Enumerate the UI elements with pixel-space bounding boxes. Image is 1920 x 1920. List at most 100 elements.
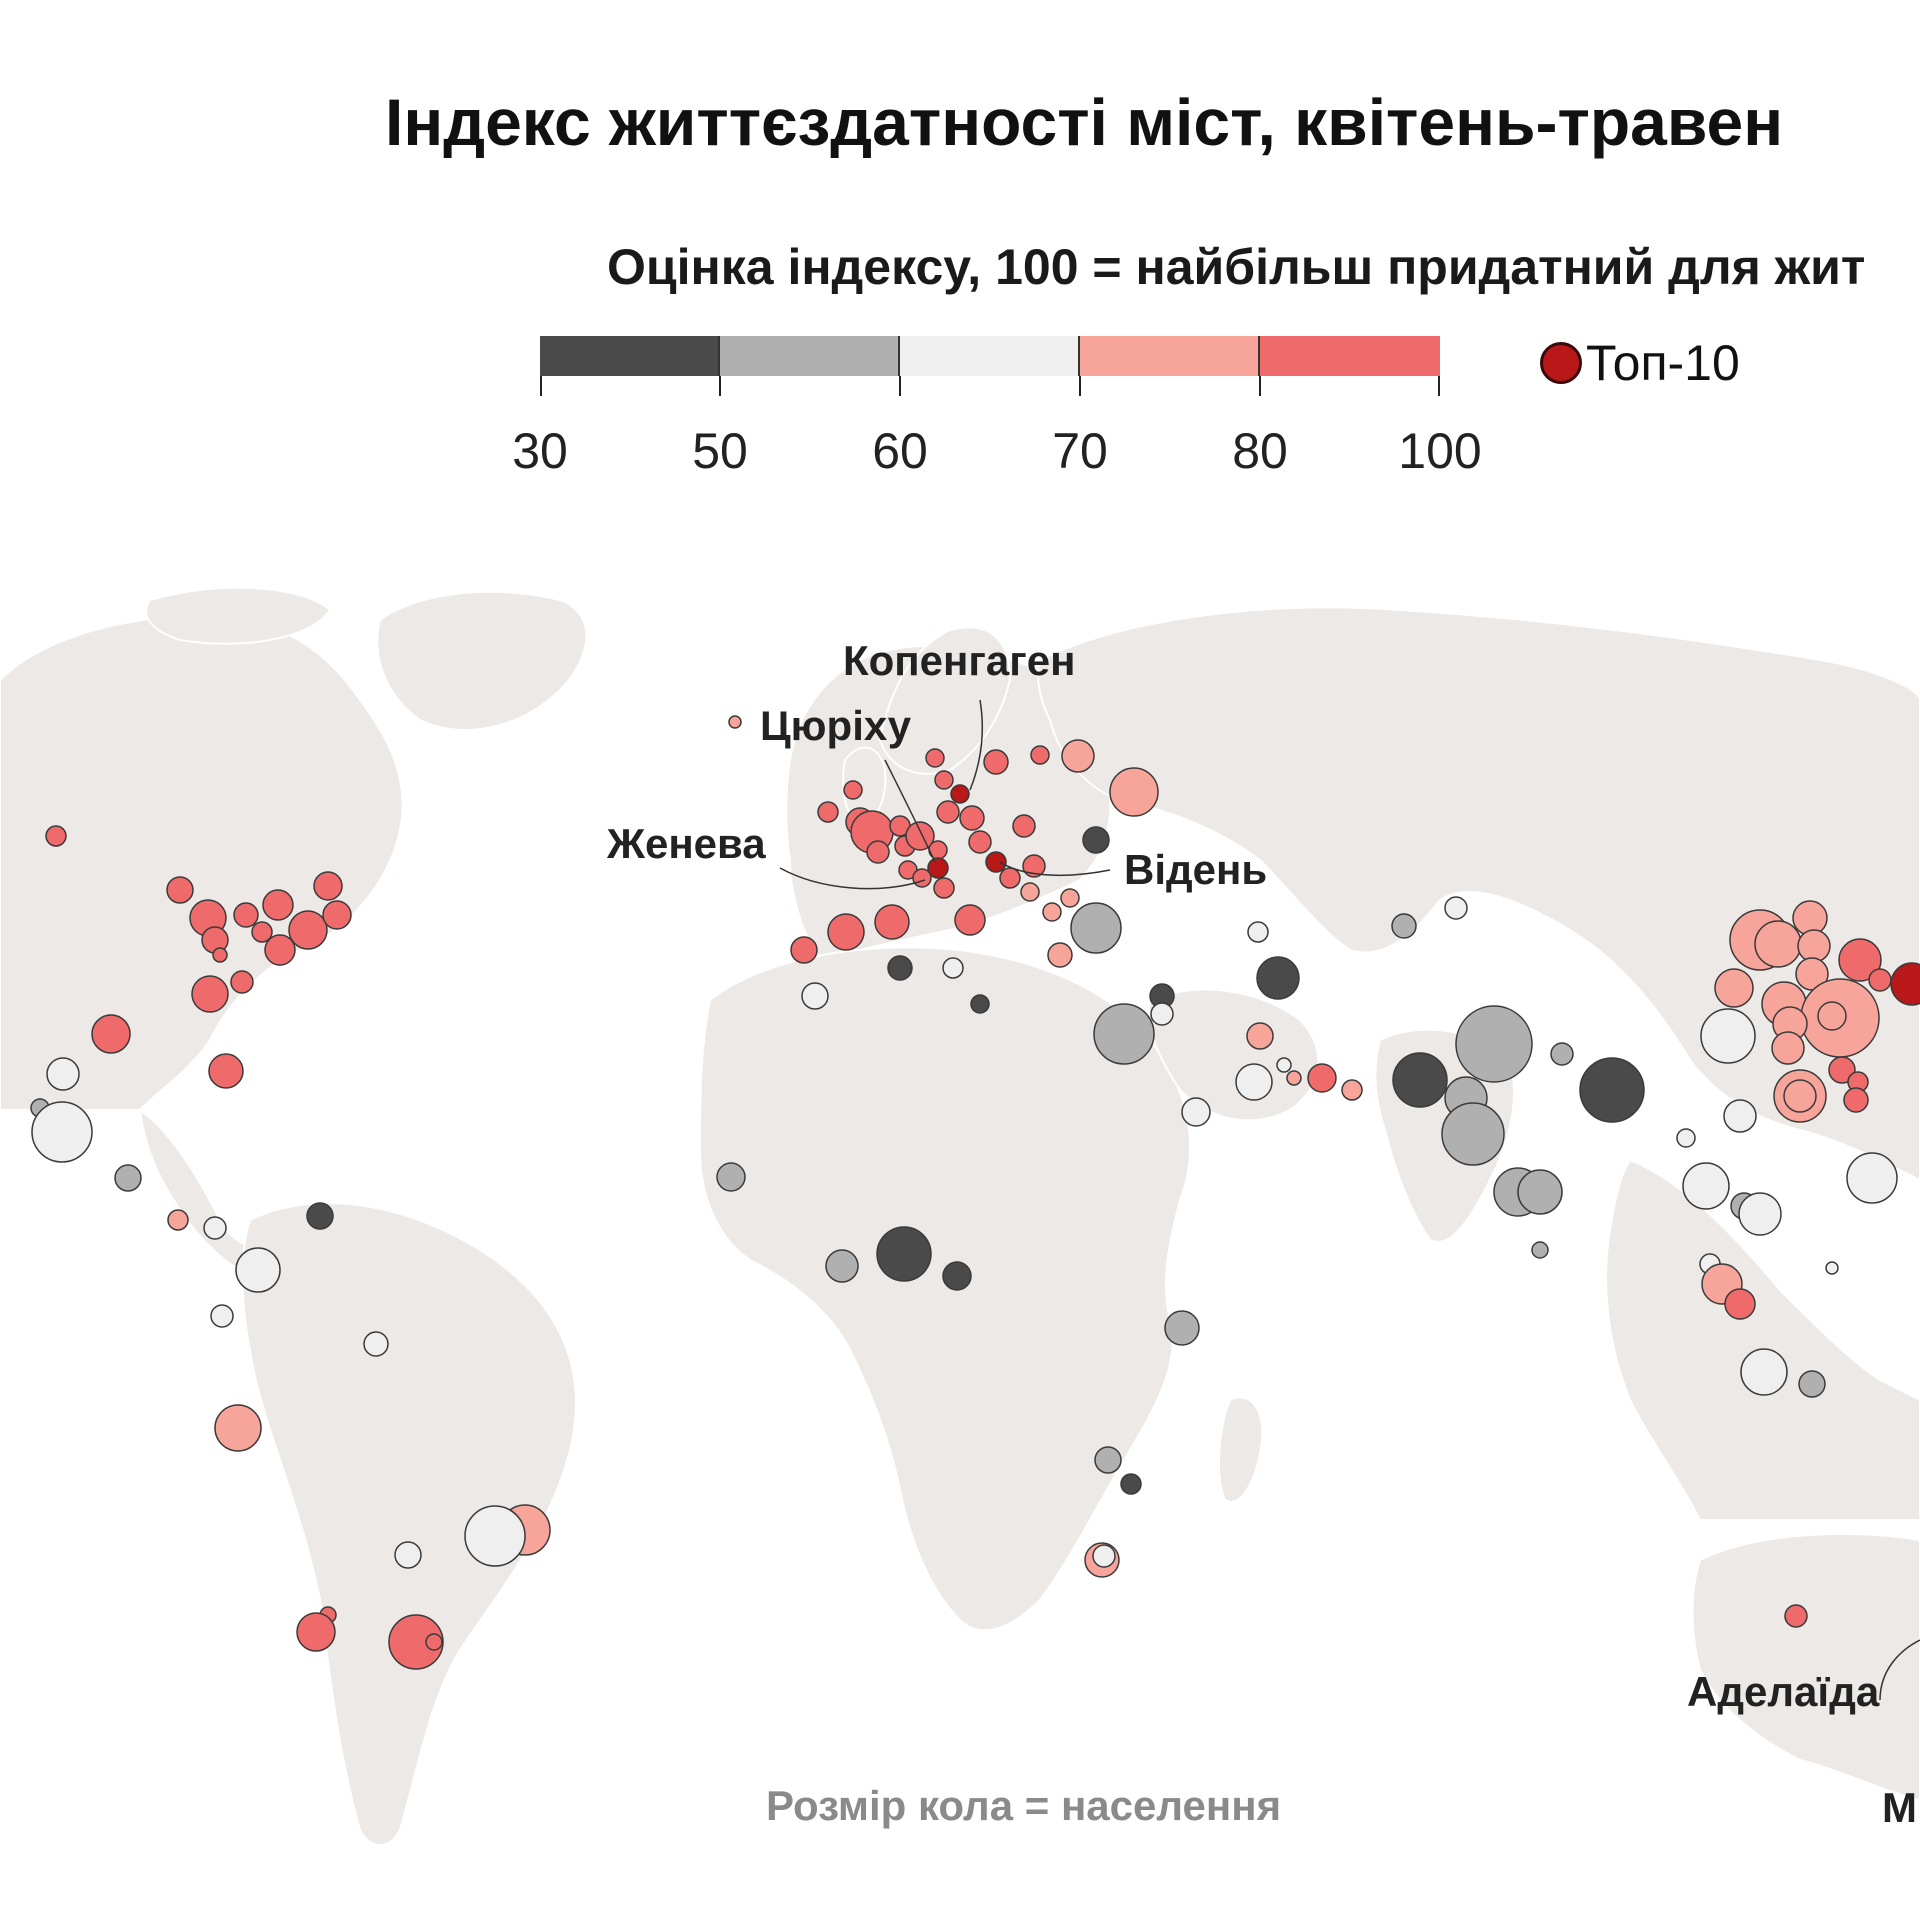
city-marker xyxy=(866,840,890,864)
city-marker xyxy=(208,1053,244,1089)
city-marker xyxy=(1391,913,1417,939)
city-marker xyxy=(817,801,839,823)
city-marker xyxy=(1120,1473,1142,1495)
legend-tick-label: 100 xyxy=(1398,423,1482,479)
city-marker xyxy=(1060,888,1080,908)
city-marker xyxy=(1246,1022,1274,1050)
city-marker xyxy=(262,889,294,921)
city-marker xyxy=(1109,767,1159,817)
city-marker xyxy=(1444,896,1468,920)
city-marker xyxy=(716,1162,746,1192)
city-marker xyxy=(1392,1052,1448,1108)
city-marker xyxy=(874,904,910,940)
city-marker xyxy=(230,970,254,994)
size-footnote: Розмір кола = населення xyxy=(766,1782,1282,1829)
city-marker xyxy=(1094,1446,1122,1474)
madagascar-landmass xyxy=(1218,1396,1264,1503)
city-marker xyxy=(942,957,964,979)
city-marker xyxy=(313,871,343,901)
city-marker xyxy=(1164,1310,1200,1346)
city-marker xyxy=(1307,1063,1337,1093)
city-marker xyxy=(1754,920,1802,968)
top10-marker-icon xyxy=(1540,342,1582,384)
city-marker xyxy=(968,830,992,854)
top10-legend: Топ-10 xyxy=(1540,334,1740,392)
southeast-asia-landmass xyxy=(1605,1158,1920,1521)
city-marker xyxy=(1740,1348,1788,1396)
label-vienna: Відень xyxy=(1124,846,1267,893)
city-marker xyxy=(1341,1079,1363,1101)
city-marker xyxy=(1724,1288,1756,1320)
city-marker xyxy=(203,1216,227,1240)
legend-tick xyxy=(1438,376,1440,396)
city-marker xyxy=(31,1101,93,1163)
city-marker xyxy=(1150,1002,1174,1026)
city-marker xyxy=(1846,1152,1898,1204)
city-marker xyxy=(950,784,970,804)
city-marker xyxy=(905,821,935,851)
city-marker xyxy=(942,1261,972,1291)
legend-tick-label: 80 xyxy=(1232,423,1288,479)
city-marker xyxy=(843,780,863,800)
city-marker xyxy=(114,1164,142,1192)
city-marker xyxy=(1256,956,1300,1000)
city-markers xyxy=(30,715,1920,1670)
city-marker xyxy=(801,982,829,1010)
city-marker xyxy=(1723,1099,1757,1133)
city-marker xyxy=(191,975,229,1013)
city-marker xyxy=(388,1614,444,1670)
city-marker xyxy=(1082,826,1110,854)
city-marker xyxy=(876,1226,932,1282)
city-marker xyxy=(1838,938,1882,982)
land-masses xyxy=(0,586,1920,1846)
city-marker xyxy=(1738,1192,1782,1236)
city-marker xyxy=(1714,968,1754,1008)
city-marker xyxy=(825,1249,859,1283)
arabia-landmass xyxy=(1148,988,1319,1122)
city-marker xyxy=(296,1612,336,1652)
city-marker xyxy=(1070,902,1122,954)
city-marker xyxy=(1061,739,1095,773)
label-leaders xyxy=(779,699,1920,1701)
city-marker xyxy=(936,800,960,824)
city-marker xyxy=(1247,921,1269,943)
city-marker xyxy=(1181,1097,1211,1127)
chart-title: Індекс життєздатності міст, квітень-трав… xyxy=(385,85,1784,159)
city-marker xyxy=(827,913,865,951)
city-marker xyxy=(210,1304,234,1328)
city-marker xyxy=(887,955,913,981)
city-marker xyxy=(306,1202,334,1230)
city-marker xyxy=(790,936,818,964)
label-cut-off: М xyxy=(1882,1784,1917,1831)
city-marker xyxy=(1771,1031,1805,1065)
legend-bin-70-80 xyxy=(1080,336,1260,376)
city-marker xyxy=(954,904,986,936)
leader-copenhagen xyxy=(969,699,984,791)
city-marker xyxy=(425,1633,443,1651)
legend-bin-80-100 xyxy=(1260,336,1440,376)
legend-subtitle: Оцінка індексу, 100 = найбільш придатний… xyxy=(607,239,1866,295)
city-marker xyxy=(1092,1544,1116,1568)
city-marker xyxy=(1047,942,1073,968)
legend-tick xyxy=(1079,376,1081,396)
africa-landmass xyxy=(698,946,1191,1632)
city-marker xyxy=(1012,814,1036,838)
legend-tick-label: 30 xyxy=(512,423,568,479)
city-marker xyxy=(1093,1003,1155,1065)
city-marker xyxy=(363,1331,389,1357)
legend-tick-label: 70 xyxy=(1052,423,1108,479)
leader-adelaide xyxy=(1879,1639,1920,1701)
city-marker xyxy=(1235,1063,1273,1101)
city-marker xyxy=(1531,1241,1549,1259)
city-marker xyxy=(970,994,990,1014)
city-marker xyxy=(985,851,1007,873)
city-marker xyxy=(1022,854,1046,878)
leader-zurich xyxy=(884,759,936,863)
label-zurich: Цюріху xyxy=(760,702,912,749)
city-marker xyxy=(1455,1005,1533,1083)
city-marker xyxy=(1797,929,1831,963)
city-marker xyxy=(1700,1008,1756,1064)
city-marker xyxy=(728,715,742,729)
greenland-landmass xyxy=(376,590,588,731)
legend-tick xyxy=(719,376,721,396)
